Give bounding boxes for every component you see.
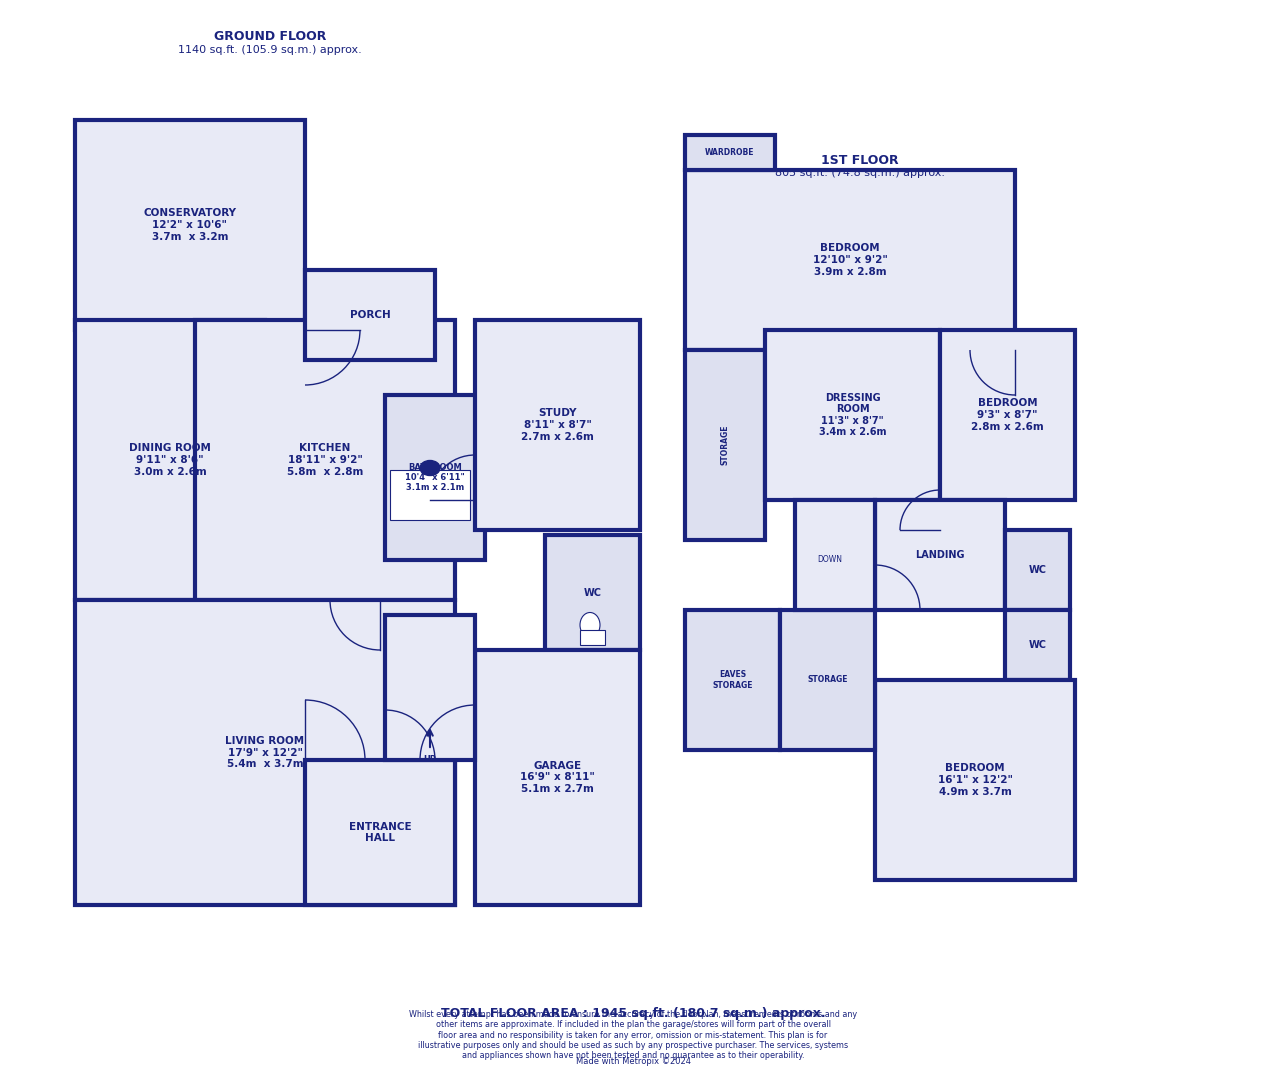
Text: Whilst every attempt has been made to ensure the accuracy of the floorplan, meas: Whilst every attempt has been made to en… — [409, 1010, 856, 1061]
Bar — [685, 170, 1015, 350]
Text: CONSERVATORY
12'2" x 10'6"
3.7m  x 3.2m: CONSERVATORY 12'2" x 10'6" 3.7m x 3.2m — [143, 208, 237, 242]
Text: 805 sq.ft. (74.8 sq.m.) approx.: 805 sq.ft. (74.8 sq.m.) approx. — [775, 168, 945, 178]
Bar — [940, 330, 1074, 500]
Text: WARDROBE: WARDROBE — [706, 148, 755, 157]
Bar — [794, 500, 875, 610]
Bar — [195, 320, 455, 600]
Bar — [1005, 530, 1071, 610]
Bar — [475, 320, 640, 530]
Text: TOTAL FLOOR AREA : 1945 sq.ft. (180.7 sq.m.) approx.: TOTAL FLOOR AREA : 1945 sq.ft. (180.7 sq… — [441, 1007, 825, 1020]
Bar — [580, 630, 606, 645]
Bar — [1005, 610, 1071, 680]
Bar — [875, 680, 1074, 880]
Bar — [385, 615, 475, 760]
Bar — [75, 320, 265, 600]
Bar — [780, 610, 875, 750]
Text: PORCH: PORCH — [350, 310, 390, 320]
Bar — [685, 610, 780, 750]
Bar — [75, 120, 305, 330]
Ellipse shape — [419, 460, 440, 475]
Text: STORAGE: STORAGE — [721, 424, 730, 465]
Text: GARAGE
16'9" x 8'11"
5.1m x 2.7m: GARAGE 16'9" x 8'11" 5.1m x 2.7m — [519, 761, 595, 794]
Text: LANDING: LANDING — [915, 550, 964, 561]
Text: EAVES
STORAGE: EAVES STORAGE — [712, 671, 753, 690]
Text: BEDROOM
12'10" x 9'2"
3.9m x 2.8m: BEDROOM 12'10" x 9'2" 3.9m x 2.8m — [812, 243, 887, 276]
Text: WC: WC — [1029, 640, 1047, 650]
Text: DOWN: DOWN — [817, 555, 843, 565]
Bar — [390, 470, 470, 519]
Text: BEDROOM
9'3" x 8'7"
2.8m x 2.6m: BEDROOM 9'3" x 8'7" 2.8m x 2.6m — [971, 399, 1044, 432]
Text: DRESSING
ROOM
11'3" x 8'7"
3.4m x 2.6m: DRESSING ROOM 11'3" x 8'7" 3.4m x 2.6m — [818, 393, 886, 437]
Text: 1140 sq.ft. (105.9 sq.m.) approx.: 1140 sq.ft. (105.9 sq.m.) approx. — [179, 45, 362, 55]
Text: WC: WC — [1029, 565, 1047, 575]
Text: UP: UP — [423, 755, 436, 764]
Bar — [385, 395, 485, 561]
Bar — [305, 270, 435, 360]
Text: BEDROOM
16'1" x 12'2"
4.9m x 3.7m: BEDROOM 16'1" x 12'2" 4.9m x 3.7m — [938, 764, 1012, 797]
Text: WC: WC — [584, 588, 602, 597]
Text: DINING ROOM
9'11" x 8'6"
3.0m x 2.6m: DINING ROOM 9'11" x 8'6" 3.0m x 2.6m — [129, 444, 210, 476]
Bar — [685, 135, 775, 170]
Bar — [685, 350, 765, 540]
Text: STORAGE: STORAGE — [807, 675, 848, 685]
Text: GROUND FLOOR: GROUND FLOOR — [214, 30, 326, 43]
Bar — [75, 600, 455, 905]
Text: STUDY
8'11" x 8'7"
2.7m x 2.6m: STUDY 8'11" x 8'7" 2.7m x 2.6m — [521, 408, 594, 442]
Text: Made with Metropix ©2024: Made with Metropix ©2024 — [575, 1057, 691, 1067]
Ellipse shape — [580, 612, 601, 637]
Bar — [475, 650, 640, 905]
Text: 1ST FLOOR: 1ST FLOOR — [821, 153, 898, 166]
Bar — [545, 535, 640, 650]
Bar — [765, 330, 940, 500]
Text: BATHROOM
10'4" x 6'11"
3.1m x 2.1m: BATHROOM 10'4" x 6'11" 3.1m x 2.1m — [405, 462, 465, 492]
Text: LIVING ROOM
17'9" x 12'2"
5.4m  x 3.7m: LIVING ROOM 17'9" x 12'2" 5.4m x 3.7m — [226, 735, 304, 769]
Text: KITCHEN
18'11" x 9'2"
5.8m  x 2.8m: KITCHEN 18'11" x 9'2" 5.8m x 2.8m — [286, 444, 364, 476]
Bar — [875, 500, 1005, 610]
Text: ENTRANCE
HALL: ENTRANCE HALL — [348, 822, 412, 843]
Bar — [305, 760, 455, 905]
